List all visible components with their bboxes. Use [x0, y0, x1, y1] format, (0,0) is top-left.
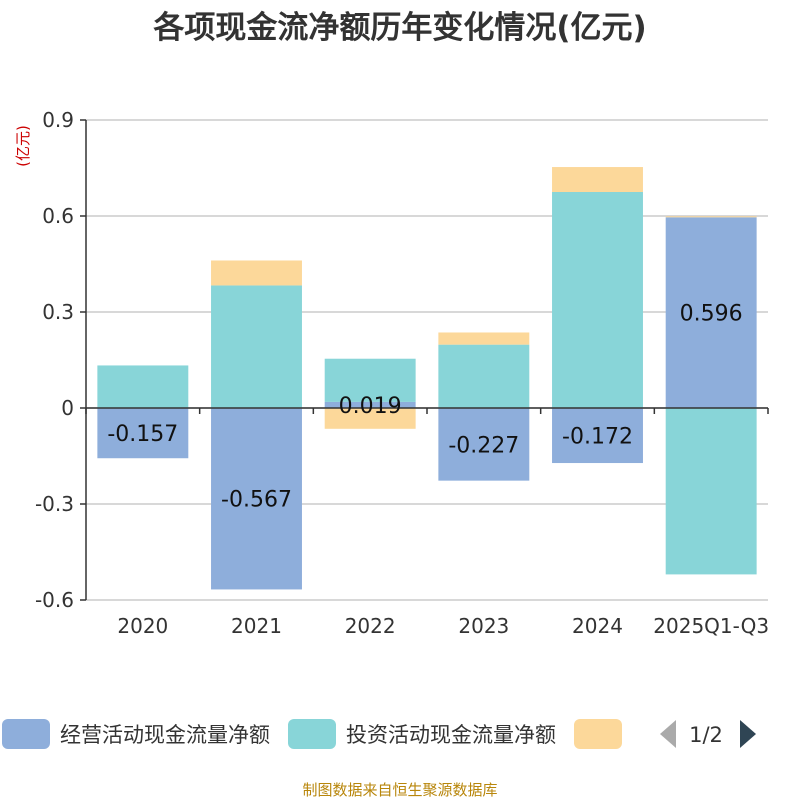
legend-prev-page-icon[interactable] [660, 720, 676, 748]
data-label: 0.596 [680, 302, 743, 327]
bar-segment [552, 167, 643, 192]
legend-swatch[interactable] [288, 719, 336, 749]
bar-segment [552, 408, 643, 464]
data-labels: -0.157 -0.567 0.019 -0.227 -0.172 0.596 [107, 302, 742, 513]
bar-segment [665, 216, 757, 218]
y-axis-unit-label: (亿元) [14, 125, 32, 167]
y-tick-label: 0.9 [42, 108, 74, 132]
y-tick-label: 0 [61, 396, 74, 420]
legend-swatch[interactable] [2, 719, 50, 749]
bar-segment [211, 260, 302, 286]
legend-label[interactable]: 投资活动现金流量净额 [346, 723, 556, 747]
bar-segment [552, 192, 643, 408]
y-tick-label: 0.3 [42, 300, 74, 324]
x-tick-label: 2021 [231, 614, 282, 638]
legend-label[interactable]: 经营活动现金流量净额 [60, 723, 270, 747]
y-tick-label: -0.6 [35, 588, 74, 612]
data-label: 0.019 [339, 394, 402, 419]
x-tick-label: 2020 [117, 614, 168, 638]
data-label: -0.157 [107, 422, 178, 447]
bar-segment [324, 401, 416, 408]
bar-segment [438, 408, 530, 481]
bar-segment [324, 408, 416, 429]
bar-segment [665, 408, 757, 575]
bar-segment [438, 332, 530, 345]
legend-swatch[interactable] [574, 719, 622, 749]
data-label: -0.567 [221, 488, 292, 513]
bars [97, 167, 757, 590]
bar-segment [211, 285, 302, 408]
bar-segment [438, 344, 530, 408]
legend-page-indicator: 1/2 [689, 723, 723, 747]
x-tick-label: 2022 [345, 614, 396, 638]
bar-segment [97, 365, 189, 408]
chart-title: 各项现金流净额历年变化情况(亿元) [152, 10, 646, 46]
y-tick-label: 0.6 [42, 204, 74, 228]
axes: -0.6 -0.3 0 0.3 0.6 0.9 2020 2021 2022 2023 2024 20… [35, 108, 769, 638]
bar-segment [665, 217, 757, 408]
data-label: -0.227 [448, 433, 519, 458]
source-note: 制图数据来自恒生聚源数据库 [302, 781, 497, 799]
x-tick-label: 2023 [458, 614, 509, 638]
legend-next-page-icon[interactable] [740, 720, 756, 748]
legend[interactable]: 经营活动现金流量净额 投资活动现金流量净额 1/2 [2, 719, 756, 749]
bar-segment [211, 408, 302, 590]
data-label: -0.172 [562, 425, 633, 450]
bar-segment [97, 408, 189, 459]
y-tick-label: -0.3 [35, 492, 74, 516]
x-tick-label: 2024 [572, 614, 623, 638]
x-tick-label: 2025Q1-Q3 [653, 614, 769, 638]
bar-segment [324, 358, 416, 402]
